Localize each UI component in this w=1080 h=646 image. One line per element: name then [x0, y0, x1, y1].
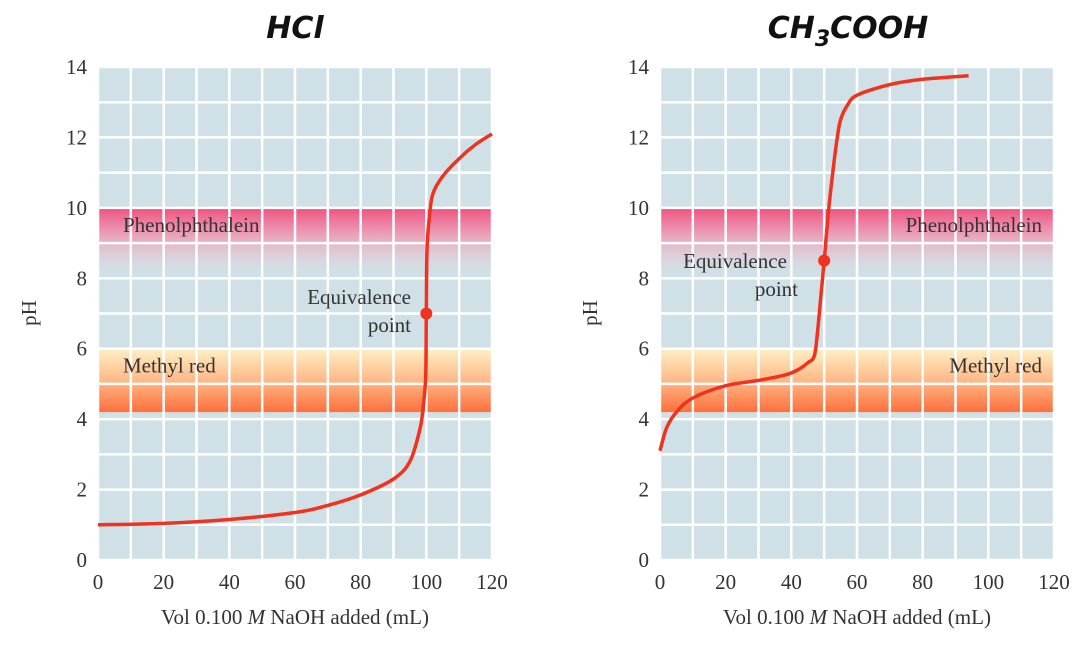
y-tick-labels: 0 2 4 6 8 10 12 14 [66, 55, 88, 572]
y-tick-label: 12 [628, 125, 649, 149]
grid: Phenolphthalein Methyl red [658, 65, 1056, 562]
equivalence-label-line2: point [368, 313, 411, 337]
y-tick-label: 8 [639, 266, 650, 290]
y-tick-label: 12 [66, 125, 87, 149]
y-tick-label: 2 [639, 478, 650, 502]
x-axis-label-part: Vol 0.100 [723, 605, 810, 629]
x-axis-label-part: NaOH added (mL) [265, 605, 429, 629]
y-tick-labels: 0 2 4 6 8 10 12 14 [628, 55, 650, 572]
x-axis-label: Vol 0.100 M NaOH added (mL) [161, 605, 429, 629]
equivalence-point-marker [420, 307, 433, 320]
y-tick-label: 10 [628, 196, 649, 220]
equivalence-label-line2: point [755, 277, 798, 301]
x-axis-label: Vol 0.100 M NaOH added (mL) [723, 605, 991, 629]
x-tick-label: 20 [153, 570, 174, 594]
x-tick-label: 80 [350, 570, 371, 594]
chart-title: HCl [266, 11, 324, 46]
y-tick-label: 6 [77, 337, 88, 361]
x-tick-label: 20 [715, 570, 736, 594]
x-tick-label: 0 [93, 570, 104, 594]
x-tick-labels: 0 20 40 60 80 100 120 [93, 570, 508, 594]
x-tick-label: 80 [912, 570, 933, 594]
x-tick-label: 120 [1038, 570, 1070, 594]
x-tick-label: 40 [219, 570, 240, 594]
x-axis-label-part: Vol 0.100 [161, 605, 248, 629]
y-axis-label: pH [578, 300, 602, 326]
x-tick-label: 40 [781, 570, 802, 594]
x-axis-label-part: NaOH added (mL) [827, 605, 991, 629]
titration-curve [97, 132, 493, 527]
ch3cooh-chart: CH3COOH Phenolphthalein Methyl red 0 2 4 6 8 1… [578, 11, 1070, 629]
x-tick-label: 120 [476, 570, 508, 594]
indicator-band-label: Phenolphthalein [906, 213, 1043, 237]
title-part: CH [768, 11, 815, 46]
y-tick-label: 6 [639, 337, 650, 361]
grid: Phenolphthalein Methyl red [96, 65, 494, 562]
y-tick-label: 14 [66, 55, 88, 79]
chart-title: CH3COOH [768, 11, 929, 52]
hcl-chart: HCl Phenolphthalein Methyl red 0 2 4 6 8 10 12 1… [17, 11, 508, 629]
equivalence-label-line1: Equivalence [307, 285, 411, 309]
y-tick-label: 0 [77, 548, 88, 572]
indicator-band-label: Methyl red [949, 354, 1042, 378]
titration-curve [658, 74, 969, 452]
x-tick-label: 100 [973, 570, 1005, 594]
indicator-band-label: Methyl red [123, 354, 216, 378]
x-tick-labels: 0 20 40 60 80 100 120 [655, 570, 1070, 594]
y-tick-label: 2 [77, 478, 88, 502]
equivalence-point-marker [818, 254, 831, 267]
x-axis-label-part: M [809, 605, 829, 629]
x-tick-label: 0 [655, 570, 666, 594]
y-tick-label: 14 [628, 55, 650, 79]
indicator-band-label: Phenolphthalein [123, 213, 260, 237]
y-axis-label: pH [17, 300, 41, 326]
title-subscript: 3 [815, 27, 830, 52]
y-tick-label: 0 [639, 548, 650, 572]
x-axis-label-part: M [247, 605, 267, 629]
title-part: COOH [830, 11, 928, 46]
y-tick-label: 4 [77, 407, 88, 431]
equivalence-label-line1: Equivalence [683, 249, 787, 273]
y-tick-label: 4 [639, 407, 650, 431]
x-tick-label: 60 [847, 570, 868, 594]
x-tick-label: 100 [411, 570, 443, 594]
x-tick-label: 60 [285, 570, 306, 594]
y-tick-label: 8 [77, 266, 88, 290]
y-tick-label: 10 [66, 196, 87, 220]
